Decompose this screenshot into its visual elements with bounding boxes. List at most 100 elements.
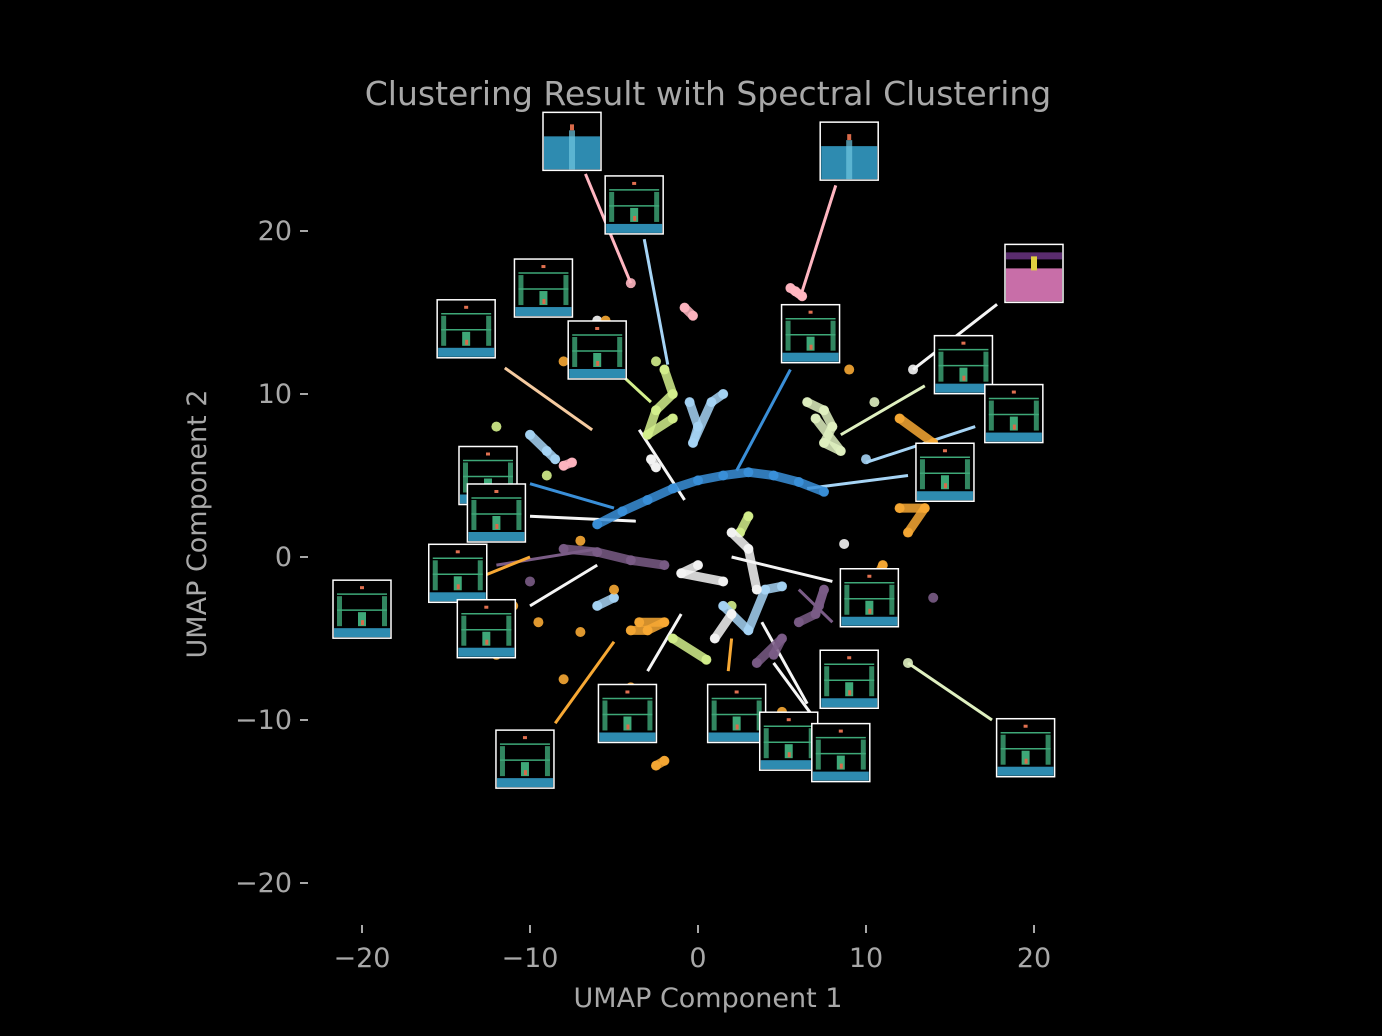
thumbnail-ladder <box>824 666 830 697</box>
data-point <box>609 584 619 595</box>
thumbnail-player <box>809 344 813 350</box>
thumbnail <box>984 383 1044 444</box>
thumbnail-ladder <box>602 700 608 731</box>
thumbnail-player <box>943 483 947 489</box>
thumbnail-floor <box>429 592 486 602</box>
thumbnail-images <box>332 111 1064 789</box>
data-point <box>575 626 586 637</box>
thumbnail-ladder <box>654 191 660 222</box>
thumbnail <box>597 683 658 744</box>
thumbnail-player <box>962 375 966 381</box>
cluster-trail <box>668 634 711 665</box>
thumbnail-floor <box>334 628 390 638</box>
connector-line <box>907 661 993 722</box>
thumbnail <box>819 121 879 181</box>
thumbnail <box>839 568 900 628</box>
thumbnail-ladder <box>711 700 717 731</box>
thumbnail-ladder <box>647 700 653 731</box>
thumbnail-ladder <box>763 728 769 759</box>
thumbnail-score <box>455 550 460 554</box>
thumbnail-player <box>456 584 460 590</box>
thumbnail-floor <box>935 383 992 393</box>
connector-line <box>646 613 683 672</box>
cluster-trail <box>643 484 678 505</box>
y-axis-label: UMAP Component 2 <box>182 390 213 659</box>
thumbnail <box>542 111 602 172</box>
thumbnail-ladder <box>983 351 989 382</box>
y-tick-label: 20 <box>258 216 292 247</box>
thumbnail-score <box>786 718 791 722</box>
thumbnail-ladder <box>784 744 793 759</box>
thumbnail <box>604 175 664 235</box>
thumbnail-ladder <box>938 351 944 382</box>
thumbnail-ladder <box>1045 734 1051 765</box>
thumbnail <box>758 711 819 771</box>
connector-line <box>760 621 809 705</box>
thumbnail-ladder <box>830 320 836 351</box>
cluster-trail <box>592 593 619 611</box>
cluster-trail <box>651 756 669 771</box>
thumbnail-score <box>541 265 546 269</box>
thumbnail-ladder <box>569 130 575 170</box>
thumbnail-score <box>625 690 630 694</box>
thumbnail-ladder <box>337 596 342 627</box>
data-point <box>928 592 939 603</box>
thumbnail-score <box>1011 390 1016 394</box>
connector-line <box>840 384 926 437</box>
thumbnail-player <box>495 523 499 529</box>
thumbnail-ladder <box>563 275 569 306</box>
thumbnail <box>819 649 879 709</box>
cluster-trail <box>752 634 787 668</box>
thumbnail-floor <box>569 368 626 378</box>
thumbnail-ladder <box>477 560 483 591</box>
cluster-trail <box>718 601 753 635</box>
thumbnail-ladder <box>988 400 994 431</box>
thumbnail <box>780 303 841 364</box>
thumbnail-ladder <box>462 331 471 346</box>
thumbnail-floor <box>812 771 869 781</box>
thumbnail-ladder <box>860 739 866 770</box>
cluster-trail <box>706 389 728 407</box>
data-point <box>575 535 586 546</box>
thumbnail-ladder <box>471 499 477 530</box>
thumbnail-ladder <box>1031 256 1037 271</box>
cluster-trail <box>743 585 770 635</box>
thumbnail-ladder <box>1000 734 1006 765</box>
thumbnail-ladder <box>940 475 949 490</box>
thumbnail-player <box>570 124 574 131</box>
thumbnail-ladder <box>836 755 845 770</box>
thumbnail <box>495 729 555 789</box>
x-tick-label: 20 <box>1017 943 1051 974</box>
thumbnail-score <box>522 736 527 740</box>
x-tick-label: 10 <box>849 943 883 974</box>
thumbnail-ladder <box>453 576 462 591</box>
thumbnail-player <box>596 360 600 366</box>
thumbnail-ladder <box>869 666 875 697</box>
connector-line <box>553 640 616 725</box>
thumbnail-player <box>868 608 872 614</box>
thumbnail <box>466 483 527 543</box>
cluster-trail <box>785 283 807 301</box>
cluster-trail <box>592 506 627 529</box>
thumbnail-floor <box>458 647 515 657</box>
thumbnail-score <box>961 341 966 345</box>
thumbnail-floor <box>997 766 1054 776</box>
thumbnail-score <box>838 729 843 733</box>
thumbnail <box>706 683 767 744</box>
y-tick-label: −20 <box>235 868 292 899</box>
thumbnail <box>811 722 871 783</box>
thumbnail-score <box>808 310 813 314</box>
thumbnail-ladder <box>499 746 505 777</box>
thumbnail-ladder <box>609 191 615 222</box>
cluster-trail <box>688 397 716 448</box>
thumbnail-floor <box>782 352 839 362</box>
thumbnail-player <box>523 770 527 776</box>
thumbnail-ladder <box>441 315 447 346</box>
connector-line <box>735 368 792 472</box>
thumbnail-score <box>942 449 947 453</box>
data-point <box>541 470 552 481</box>
thumbnail <box>995 717 1056 778</box>
thumbnail-floor <box>468 531 525 541</box>
thumbnail-ceiling <box>1006 252 1062 260</box>
thumbnail-ladder <box>516 499 522 530</box>
